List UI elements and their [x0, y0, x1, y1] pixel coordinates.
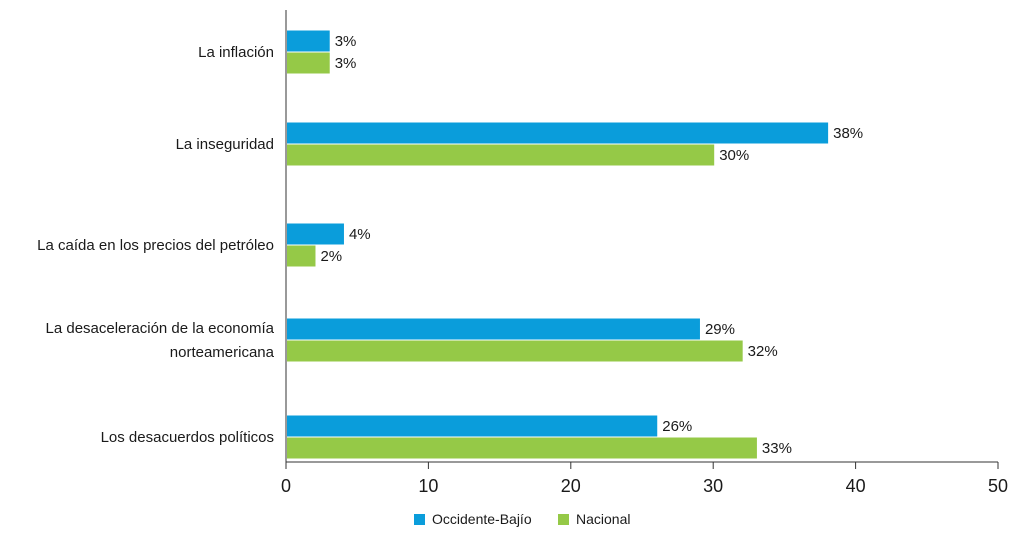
data-label-occidente-bajio-2: 4% [349, 226, 371, 243]
x-tick-label-1: 10 [418, 476, 438, 496]
legend-swatch-occidente-bajio [414, 514, 425, 525]
category-label-3-line-0: La desaceleración de la economía [46, 320, 275, 337]
x-tick-label-2: 20 [561, 476, 581, 496]
data-label-occidente-bajio-4: 26% [662, 418, 692, 435]
legend: Occidente-Bajío Nacional [414, 511, 630, 527]
data-label-nacional-0: 3% [335, 55, 357, 72]
bar-occidente-bajio-4 [287, 415, 658, 437]
data-label-occidente-bajio-3: 29% [705, 321, 735, 338]
data-label-nacional-4: 33% [762, 440, 792, 457]
x-axis-ticks: 0 10 20 30 40 50 [281, 462, 1008, 496]
data-label-occidente-bajio-0: 3% [335, 33, 357, 50]
x-tick-label-5: 50 [988, 476, 1008, 496]
category-label-1: La inseguridad [176, 136, 274, 153]
bar-nacional-4 [287, 437, 757, 459]
legend-label-occidente-bajio: Occidente-Bajío [432, 511, 532, 527]
x-tick-label-0: 0 [281, 476, 291, 496]
data-label-nacional-1: 30% [719, 147, 749, 164]
data-label-nacional-3: 32% [748, 343, 778, 360]
category-label-3-line-1: norteamericana [170, 344, 275, 361]
data-label-nacional-2: 2% [320, 248, 342, 265]
x-tick-label-4: 40 [846, 476, 866, 496]
bar-nacional-2 [287, 245, 316, 267]
category-labels: La inflación La inseguridad La caída en lo… [37, 44, 274, 446]
bar-nacional-1 [287, 144, 715, 166]
bar-occidente-bajio-3 [287, 318, 700, 340]
bars-group [287, 30, 829, 459]
category-label-4: Los desacuerdos políticos [101, 429, 274, 446]
bar-occidente-bajio-2 [287, 223, 344, 245]
legend-swatch-nacional [558, 514, 569, 525]
category-label-2: La caída en los precios del petróleo [37, 237, 274, 254]
data-label-occidente-bajio-1: 38% [833, 125, 863, 142]
legend-label-nacional: Nacional [576, 511, 630, 527]
category-label-0: La inflación [198, 44, 274, 61]
bar-nacional-0 [287, 52, 330, 74]
bar-nacional-3 [287, 340, 743, 362]
bar-occidente-bajio-1 [287, 122, 829, 144]
x-tick-label-3: 30 [703, 476, 723, 496]
data-labels: 3% 3% 38% 30% 4% 2% 29% 32% 26% 33% [320, 33, 863, 457]
bar-occidente-bajio-0 [287, 30, 330, 52]
